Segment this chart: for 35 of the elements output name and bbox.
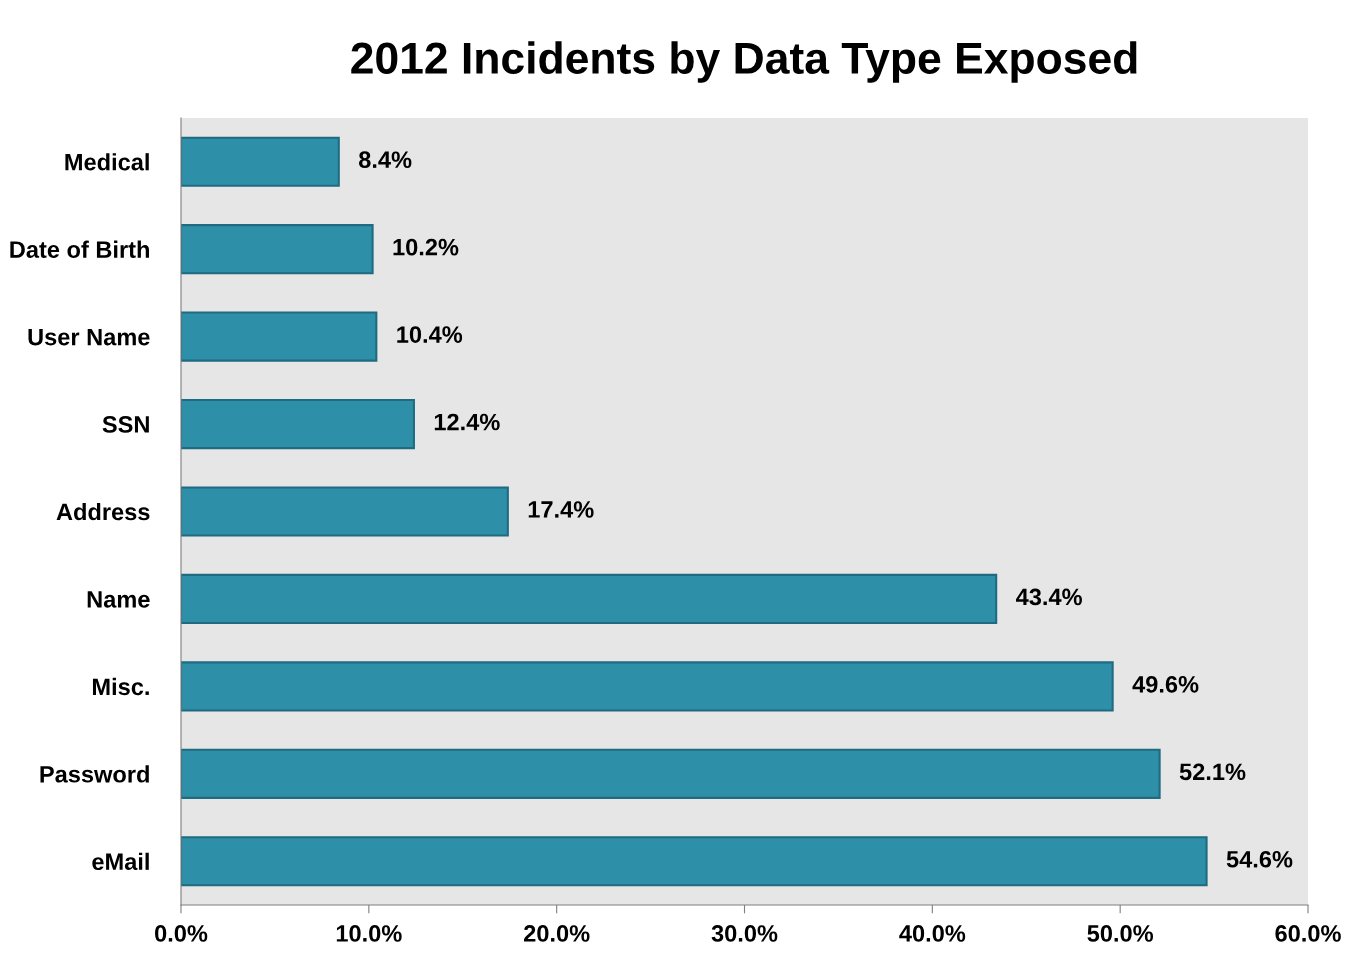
bar — [181, 573, 998, 625]
bar — [181, 311, 378, 362]
data-label: 12.4% — [434, 413, 500, 431]
data-label: 17.4% — [528, 501, 594, 518]
bar — [181, 836, 1208, 887]
data-label: 54.6% — [1226, 850, 1293, 868]
y-tick-label: Name — [87, 591, 150, 608]
data-label: 10.4% — [397, 326, 463, 343]
x-tick-label: 60.0% — [1275, 925, 1341, 942]
y-tick-label: Address — [56, 502, 150, 521]
data-label: 49.6% — [1132, 676, 1199, 693]
bar — [181, 136, 340, 187]
x-tick-label: 50.0% — [1087, 925, 1154, 942]
data-label: 52.1% — [1179, 763, 1246, 781]
bar — [181, 486, 509, 537]
y-tick-label: Medical — [65, 153, 149, 171]
chart-title: 2012 Incidents by Data Type Exposed — [351, 41, 1137, 83]
x-tick-label: 20.0% — [524, 925, 590, 942]
data-label: 8.4% — [358, 151, 412, 169]
y-tick-label: User Name — [28, 328, 150, 346]
x-tick-label: 0.0% — [155, 925, 208, 942]
data-label: 10.2% — [393, 238, 459, 256]
y-tick-label: SSN — [102, 416, 149, 433]
data-label: 43.4% — [1016, 588, 1082, 606]
x-tick-label: 30.0% — [711, 925, 778, 942]
y-tick-label: Misc. — [92, 677, 149, 696]
x-tick-label: 10.0% — [336, 925, 402, 942]
bar — [181, 661, 1114, 712]
y-tick-label: Date of Birth — [10, 240, 149, 258]
bar — [181, 748, 1161, 799]
y-tick-label: eMail — [92, 852, 149, 871]
bar — [181, 398, 415, 450]
bar — [181, 224, 374, 275]
x-tick-label: 40.0% — [899, 925, 966, 942]
y-tick-label: Password — [40, 765, 149, 783]
